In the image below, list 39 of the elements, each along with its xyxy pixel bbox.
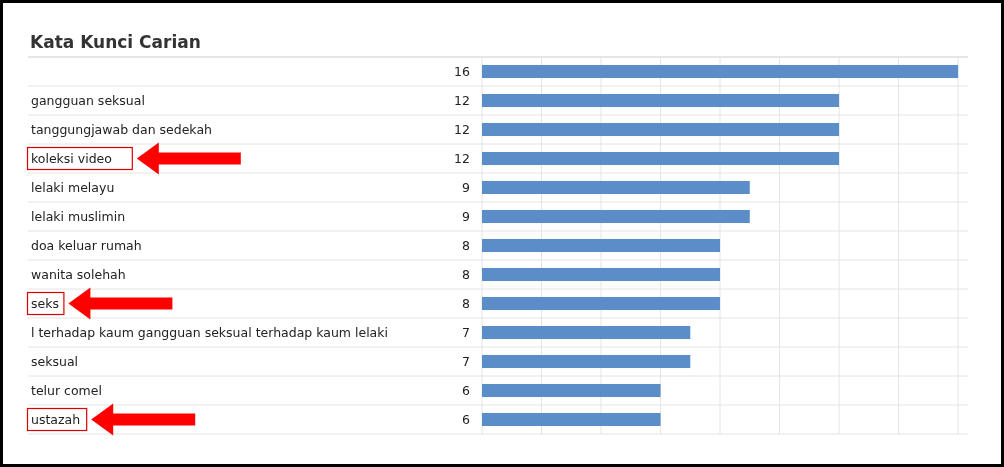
bar [482,412,661,427]
y-tick-label: seks [31,296,59,311]
text: Kata Kunci Carian [30,32,201,52]
y-tick-label: lelaki muslimin [31,209,126,224]
bar [482,209,750,224]
y-tick-label: l terhadap kaum gangguan seksual terhadap kaum lelaki [31,325,388,340]
y-tick-label: seksual [31,354,79,369]
y-tick-label: tanggungjawab dan sedekah [31,122,212,137]
bar [482,151,840,166]
data-label: 8 [462,296,471,311]
data-label: 7 [462,354,470,369]
y-tick-label: ustazah [31,412,81,427]
y-tick-label: wanita solehah [31,267,126,282]
y-tick-label: telur comel [31,383,102,398]
bar [482,122,840,137]
bar [482,238,721,253]
y-tick-label: koleksi video [31,151,112,166]
bar [482,325,691,340]
data-label: 7 [462,325,470,340]
bar [482,93,840,108]
bar [482,296,721,311]
y-tick-label: lelaki melayu [31,180,115,195]
data-label: 12 [454,93,470,108]
bar [482,180,750,195]
data-label: 16 [454,64,471,79]
bar [482,267,721,282]
y-tick-label: gangguan seksual [31,93,145,108]
data-label: 6 [462,412,471,427]
y-tick-label: doa keluar rumah [31,238,142,253]
data-label: 12 [454,151,470,166]
bar [482,64,959,79]
data-label: 8 [462,238,471,253]
data-label: 12 [454,122,470,137]
data-label: 9 [462,180,471,195]
bar [482,383,661,398]
data-label: 9 [462,209,471,224]
bar [482,354,691,369]
data-label: 6 [462,383,471,398]
data-label: 8 [462,267,471,282]
